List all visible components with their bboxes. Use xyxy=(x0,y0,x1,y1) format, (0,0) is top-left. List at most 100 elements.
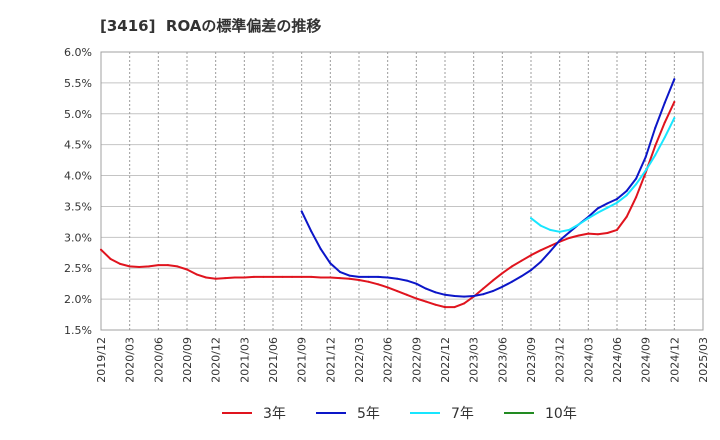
data-point xyxy=(300,210,303,213)
y-tick-label: 3.0% xyxy=(64,231,92,244)
data-point xyxy=(587,217,590,220)
data-point xyxy=(415,282,418,285)
data-point xyxy=(109,258,112,260)
data-point xyxy=(539,261,542,263)
x-tick-label: 2021/03 xyxy=(238,337,251,383)
data-point xyxy=(147,265,150,268)
data-point xyxy=(377,283,380,286)
data-point xyxy=(367,280,370,283)
data-point xyxy=(635,196,638,199)
data-point xyxy=(635,177,638,180)
x-tick-label: 2022/03 xyxy=(353,337,366,383)
series-7-year xyxy=(530,117,676,233)
data-point xyxy=(386,276,389,279)
data-point xyxy=(338,270,341,273)
data-point xyxy=(310,275,313,278)
data-point xyxy=(463,295,466,298)
data-point xyxy=(377,275,380,278)
data-point xyxy=(568,237,571,239)
data-point xyxy=(214,277,217,280)
data-point xyxy=(558,230,561,233)
data-point xyxy=(444,293,446,296)
x-tick-label: 2019/12 xyxy=(95,337,108,383)
data-point xyxy=(176,265,179,268)
x-tick-label: 2025/03 xyxy=(697,337,710,383)
data-point xyxy=(501,272,504,275)
data-point xyxy=(596,233,599,236)
x-tick-label: 2024/03 xyxy=(582,337,595,383)
y-tick-label: 6.0% xyxy=(64,46,92,59)
data-point xyxy=(539,249,542,252)
y-tick-label: 3.5% xyxy=(64,200,92,213)
data-point xyxy=(157,264,160,267)
legend-item-3-year: 3年 xyxy=(222,406,286,422)
data-point xyxy=(195,273,198,276)
data-point xyxy=(596,211,599,214)
data-point xyxy=(530,254,532,257)
data-point xyxy=(291,275,294,278)
data-point xyxy=(577,223,580,226)
data-point xyxy=(338,277,341,280)
data-point xyxy=(482,287,485,290)
data-point xyxy=(577,234,580,237)
y-tick-label: 5.5% xyxy=(64,77,92,90)
plot-frame xyxy=(100,51,704,331)
data-point xyxy=(501,285,504,288)
data-point xyxy=(549,228,552,231)
data-point xyxy=(319,276,322,279)
data-point xyxy=(635,183,638,186)
data-point xyxy=(520,275,523,278)
x-tick-label: 2024/06 xyxy=(611,337,624,383)
legend: 3年 5年 7年 10年 xyxy=(222,406,577,422)
data-point xyxy=(358,279,360,281)
y-tick-label: 4.0% xyxy=(64,170,92,183)
data-point xyxy=(434,303,437,306)
y-tick-label: 5.0% xyxy=(64,108,92,121)
data-point xyxy=(424,300,427,303)
data-point xyxy=(205,276,208,279)
data-point xyxy=(482,293,485,296)
x-tick-label: 2021/09 xyxy=(296,337,309,383)
data-point xyxy=(119,262,122,265)
data-point xyxy=(663,136,666,139)
chart-title: [3416] ROAの標準偏差の推移 xyxy=(100,17,321,35)
data-point xyxy=(358,275,360,278)
x-tick-label: 2021/06 xyxy=(267,337,280,383)
data-point xyxy=(386,286,389,289)
data-point xyxy=(673,101,676,103)
x-tick-label: 2021/12 xyxy=(324,337,337,383)
data-point xyxy=(625,215,628,218)
x-tick-label: 2023/12 xyxy=(554,337,567,383)
data-point xyxy=(644,156,647,158)
data-point xyxy=(281,275,284,278)
series-line-5-year xyxy=(300,78,676,298)
data-point xyxy=(510,280,513,283)
series-5-year xyxy=(300,78,676,298)
data-point xyxy=(233,276,236,279)
data-point xyxy=(520,259,523,262)
x-tick-label: 2020/09 xyxy=(181,337,194,383)
data-point xyxy=(272,275,274,278)
x-tick-label: 2023/03 xyxy=(468,337,481,383)
legend-item-7-year: 7年 xyxy=(410,406,474,422)
data-point xyxy=(348,277,351,280)
x-tick-label: 2023/06 xyxy=(496,337,509,383)
data-point xyxy=(654,154,657,157)
data-point xyxy=(616,228,618,231)
data-point xyxy=(663,101,666,104)
data-point xyxy=(616,201,618,204)
data-point xyxy=(654,127,657,129)
data-point xyxy=(625,190,628,192)
data-point xyxy=(100,248,102,251)
data-point xyxy=(166,264,169,267)
data-point xyxy=(606,232,609,234)
data-point xyxy=(348,274,351,277)
data-point xyxy=(405,279,408,282)
data-point xyxy=(472,295,475,297)
series-line-7-year xyxy=(530,117,676,233)
plot-series xyxy=(100,78,676,309)
x-tick-label: 2022/09 xyxy=(410,337,423,383)
data-point xyxy=(568,228,571,231)
data-point xyxy=(224,277,227,280)
data-point xyxy=(491,279,494,282)
